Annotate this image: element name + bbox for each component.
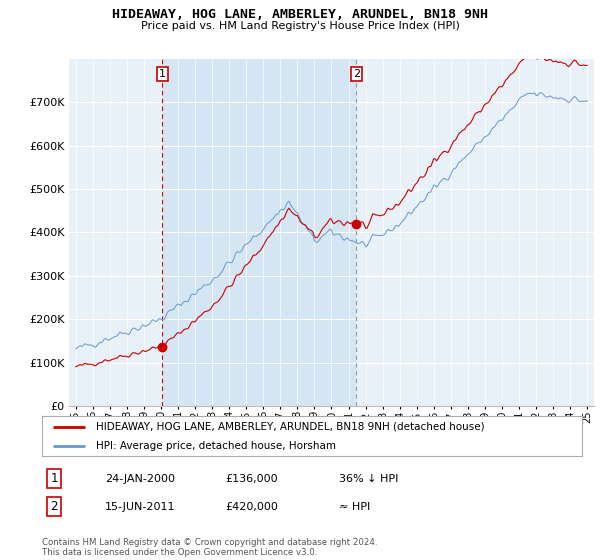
Text: 36% ↓ HPI: 36% ↓ HPI bbox=[339, 474, 398, 484]
Text: 1: 1 bbox=[50, 472, 58, 486]
Text: HIDEAWAY, HOG LANE, AMBERLEY, ARUNDEL, BN18 9NH: HIDEAWAY, HOG LANE, AMBERLEY, ARUNDEL, B… bbox=[112, 8, 488, 21]
Text: £136,000: £136,000 bbox=[225, 474, 278, 484]
Text: Contains HM Land Registry data © Crown copyright and database right 2024.
This d: Contains HM Land Registry data © Crown c… bbox=[42, 538, 377, 557]
Text: 15-JUN-2011: 15-JUN-2011 bbox=[105, 502, 176, 512]
Text: HIDEAWAY, HOG LANE, AMBERLEY, ARUNDEL, BN18 9NH (detached house): HIDEAWAY, HOG LANE, AMBERLEY, ARUNDEL, B… bbox=[96, 422, 485, 432]
Text: HPI: Average price, detached house, Horsham: HPI: Average price, detached house, Hors… bbox=[96, 441, 336, 450]
Text: 2: 2 bbox=[353, 69, 360, 79]
Text: 2: 2 bbox=[50, 500, 58, 514]
Text: 1: 1 bbox=[159, 69, 166, 79]
Bar bbox=[162, 59, 356, 406]
Text: £420,000: £420,000 bbox=[225, 502, 278, 512]
Text: ≈ HPI: ≈ HPI bbox=[339, 502, 370, 512]
Text: Price paid vs. HM Land Registry's House Price Index (HPI): Price paid vs. HM Land Registry's House … bbox=[140, 21, 460, 31]
Text: 24-JAN-2000: 24-JAN-2000 bbox=[105, 474, 175, 484]
